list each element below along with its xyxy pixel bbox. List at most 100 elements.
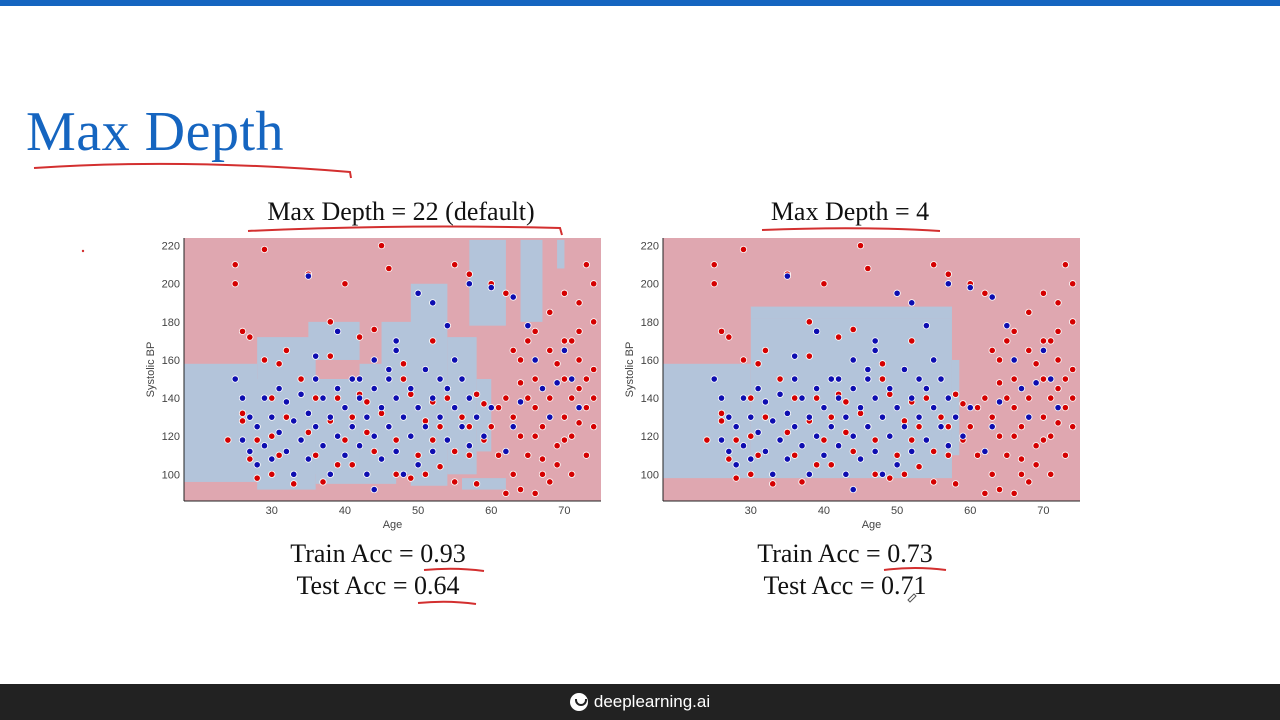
red-point	[509, 470, 517, 478]
red-point	[502, 289, 510, 297]
red-point	[849, 325, 857, 334]
blue-point	[871, 337, 879, 345]
red-point	[275, 360, 283, 368]
red-point	[268, 432, 276, 440]
red-point	[546, 308, 554, 316]
blue-point	[363, 413, 371, 421]
red-point	[981, 289, 989, 297]
red-point	[231, 261, 239, 269]
red-point	[908, 337, 916, 345]
blue-point	[348, 423, 356, 431]
right-plot-title-underline-stroke	[761, 227, 941, 232]
red-point	[710, 261, 718, 269]
blue-point	[922, 384, 930, 393]
red-point	[761, 413, 770, 421]
blue-point	[275, 428, 283, 436]
red-point	[268, 470, 276, 478]
blue-point	[312, 352, 320, 360]
blue-point	[312, 375, 320, 383]
red-point	[516, 356, 525, 364]
red-point	[915, 423, 923, 431]
blue-point	[451, 356, 459, 364]
blue-point	[710, 375, 718, 383]
red-point	[834, 333, 843, 341]
red-point	[842, 398, 850, 406]
blue-point	[827, 423, 835, 431]
red-point	[1061, 404, 1069, 412]
blue-point	[568, 375, 576, 383]
blue-point	[297, 390, 305, 398]
red-point	[1025, 346, 1033, 355]
red-point	[363, 398, 371, 406]
red-point	[908, 436, 916, 444]
red-point	[776, 375, 784, 383]
red-point	[546, 394, 554, 402]
red-point	[260, 245, 269, 254]
red-point	[458, 413, 466, 421]
title-underline-stroke	[33, 162, 352, 179]
red-point	[754, 451, 762, 459]
red-point	[717, 417, 726, 425]
blue-point	[754, 428, 762, 436]
red-point	[732, 474, 740, 482]
red-point	[590, 423, 598, 431]
blue-point	[930, 356, 938, 364]
red-point	[710, 280, 718, 288]
red-point	[1003, 337, 1011, 345]
red-point	[1069, 280, 1077, 288]
red-point	[739, 356, 748, 364]
blue-point	[849, 356, 857, 364]
red-point	[717, 409, 726, 417]
red-point	[575, 419, 583, 427]
blue-point	[893, 404, 901, 412]
blue-point	[290, 417, 298, 425]
red-point	[754, 360, 762, 368]
blue-point	[370, 432, 378, 440]
red-point	[864, 264, 872, 273]
blue-point	[385, 423, 393, 431]
blue-point	[908, 447, 916, 456]
red-point	[827, 461, 835, 469]
blue-point	[421, 365, 430, 374]
blue-point	[238, 394, 247, 402]
blue-point	[725, 413, 733, 421]
red-point	[1039, 375, 1048, 383]
red-point	[582, 261, 590, 269]
red-point	[341, 436, 349, 444]
red-point	[436, 423, 444, 431]
blue-point	[480, 432, 488, 440]
red-point	[988, 470, 996, 478]
train-acc-value: 0.93	[420, 539, 466, 568]
red-point	[451, 478, 459, 486]
x-tick-label: 60	[964, 505, 976, 517]
blue-point	[443, 322, 451, 330]
blue-point	[791, 375, 799, 383]
blue-point	[747, 455, 755, 463]
blue-point	[407, 384, 415, 393]
red-point	[988, 346, 996, 355]
blue-point	[842, 413, 850, 421]
red-point	[1025, 394, 1033, 402]
red-point	[480, 400, 488, 408]
red-point	[238, 409, 247, 417]
red-point	[769, 480, 777, 488]
red-point	[538, 455, 547, 463]
red-point	[590, 280, 598, 288]
blue-point	[805, 413, 813, 421]
blue-point	[725, 447, 733, 456]
red-point	[1069, 423, 1077, 431]
red-point	[238, 327, 247, 335]
red-point	[1054, 419, 1062, 427]
red-point	[516, 485, 525, 494]
right-test-acc: Test Acc = 0.71	[635, 570, 1055, 602]
red-point	[842, 428, 850, 436]
blue-point	[341, 451, 349, 459]
blue-point	[776, 390, 784, 398]
red-point	[568, 394, 576, 402]
red-point	[575, 356, 583, 364]
red-point	[377, 242, 386, 250]
chart-svg: 30 40 50 60 70 100 120 140 160 180 200 220 Age Systol…	[624, 238, 1080, 531]
red-point	[582, 451, 590, 459]
blue-point	[436, 413, 444, 421]
x-tick-label: 70	[558, 505, 570, 517]
